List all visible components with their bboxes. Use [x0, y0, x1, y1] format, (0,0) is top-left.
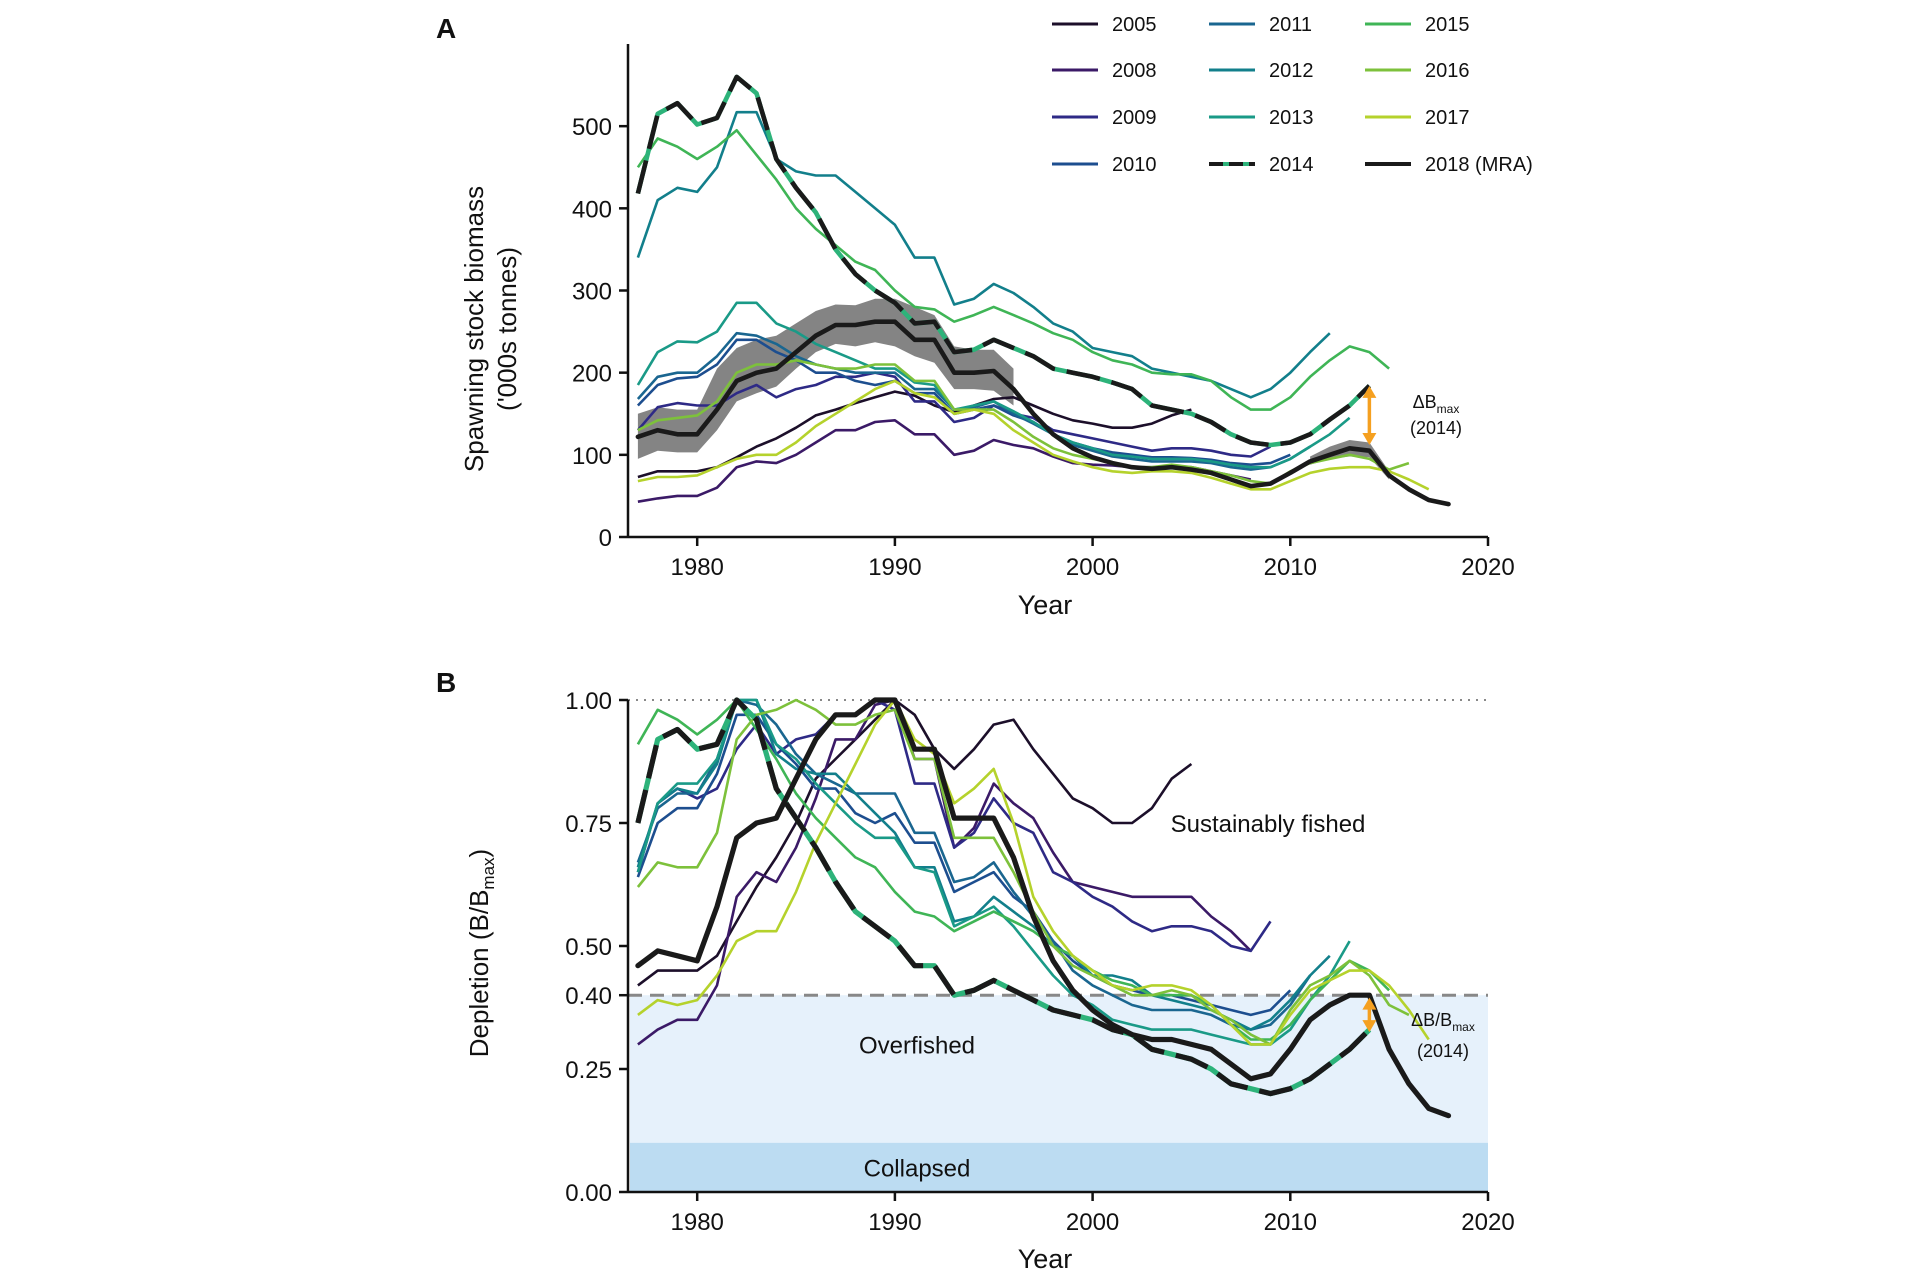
series-line-2015: [636, 129, 1390, 411]
y-tick-label: 0.75: [565, 811, 612, 838]
series-line-2017: [637, 698, 1430, 1046]
series-line-2014: [635, 74, 1372, 448]
y-tick-label: 0: [599, 525, 612, 552]
legend-item-2011: 2011: [1209, 14, 1312, 36]
x-tick-label: 1980: [671, 554, 724, 581]
legend-item-2014: 2014: [1209, 154, 1314, 176]
y-axis-label-line1: Spawning stock biomass: [459, 186, 489, 472]
legend-label: 2017: [1425, 107, 1470, 129]
legend-item-2009: 2009: [1052, 107, 1157, 129]
legend-label: 2016: [1425, 60, 1470, 82]
series-line-2013: [636, 301, 1351, 469]
legend-item-2015: 2015: [1365, 14, 1470, 36]
delta-b-year: (2014): [1410, 418, 1462, 438]
y-axis-label: Depletion (B/Bmax): [464, 849, 498, 1057]
delta-annotation: ΔB/Bmax (2014): [1362, 997, 1475, 1061]
delta-bb-year: (2014): [1417, 1041, 1469, 1061]
legend-item-2008: 2008: [1052, 60, 1157, 82]
axes: 1980 1990 2000 2010 2020 0.00 0.25 0.40 0.50 0.75…: [565, 688, 1514, 1236]
x-tick-label: 1990: [868, 1209, 921, 1236]
legend-label: 2018 (MRA): [1425, 154, 1533, 176]
collapsed-label: Collapsed: [864, 1155, 971, 1182]
series-lines: [635, 74, 1451, 507]
delta-bb-label: ΔB/Bmax: [1411, 1010, 1475, 1034]
legend-label: 2012: [1269, 60, 1314, 82]
y-tick-label: 0.50: [565, 934, 612, 961]
series-line-2012: [636, 698, 1331, 1031]
collapsed-region: [630, 1142, 1488, 1192]
overfished-region: [630, 995, 1488, 1143]
axes: 1980 1990 2000 2010 2020 0 100 200 300 400 500: [572, 44, 1515, 581]
x-tick-label: 1990: [868, 554, 921, 581]
delta-annotation: ΔBmax(2014): [1362, 385, 1462, 445]
series-line-2011: [636, 331, 1311, 471]
x-tick-label: 1980: [671, 1209, 724, 1236]
legend: 2005 2008 2009 2010 2011 2012 2013 2014 2015 2016…: [1052, 14, 1533, 176]
x-tick-label: 2000: [1066, 554, 1119, 581]
legend-item-2017: 2017: [1365, 107, 1470, 129]
y-tick-label: 100: [572, 443, 612, 470]
delta-b-label: ΔBmax: [1413, 392, 1460, 416]
legend-item-2010: 2010: [1052, 154, 1157, 176]
legend-label: 2013: [1269, 107, 1314, 129]
legend-label: 2010: [1112, 154, 1157, 176]
y-tick-label: 500: [572, 114, 612, 141]
delta-bb-arrow-head-top: [1362, 997, 1377, 1010]
x-axis-label: Year: [1018, 1244, 1073, 1274]
y-axis-label-line2: ('000s tonnes): [492, 247, 522, 411]
series-line-2005: [637, 698, 1193, 987]
overfished-label: Overfished: [859, 1032, 975, 1059]
y-tick-label: 0.00: [565, 1180, 612, 1207]
series-line-2013: [636, 698, 1351, 1046]
series-line-2017: [637, 379, 1430, 491]
panel-a: A 1980 1990 2000 2010 2020 0 100 200 300 400 500 Δ…: [436, 13, 1533, 620]
legend-label: 2005: [1112, 14, 1157, 36]
panel-a-letter: A: [436, 13, 456, 44]
series-line-2014: [635, 697, 1372, 1097]
x-tick-label: 2020: [1461, 1209, 1514, 1236]
y-tick-label: 0.25: [565, 1057, 612, 1084]
panel-b-letter: B: [436, 667, 456, 698]
legend-item-2012: 2012: [1209, 60, 1314, 82]
x-tick-label: 2020: [1461, 554, 1514, 581]
x-axis-label: Year: [1018, 590, 1073, 620]
series-line-2009: [636, 698, 1272, 953]
y-tick-label: 1.00: [565, 688, 612, 715]
series-line-2018-mra: [635, 697, 1452, 1119]
legend-item-2016: 2016: [1365, 60, 1470, 82]
legend-item-2018-mra: 2018 (MRA): [1365, 154, 1533, 176]
series-lines: [635, 697, 1452, 1119]
legend-label: 2015: [1425, 14, 1470, 36]
y-tick-label: 0.40: [565, 983, 612, 1010]
x-tick-label: 2000: [1066, 1209, 1119, 1236]
legend-label: 2011: [1269, 14, 1312, 36]
y-tick-label: 300: [572, 279, 612, 306]
delta-bb-arrow-head-bottom: [1362, 1020, 1377, 1033]
y-tick-label: 200: [572, 361, 612, 388]
x-tick-label: 2010: [1264, 554, 1317, 581]
x-tick-label: 2010: [1264, 1209, 1317, 1236]
sustainably-fished-label: Sustainably fished: [1171, 811, 1366, 838]
legend-item-2005: 2005: [1052, 14, 1157, 36]
status-regions: Collapsed Overfished Sustainably fished: [630, 811, 1488, 1192]
series-line-2011: [636, 698, 1312, 1031]
delta-b-arrow-head-top: [1362, 385, 1377, 398]
series-line-2018-mra: [635, 319, 1451, 507]
y-tick-label: 400: [572, 196, 612, 223]
series-line-2009: [636, 371, 1272, 458]
legend-label: 2008: [1112, 60, 1157, 82]
legend-label: 2009: [1112, 107, 1157, 129]
legend-label: 2014: [1269, 154, 1314, 176]
legend-item-2013: 2013: [1209, 107, 1314, 129]
delta-b-arrow-head-bottom: [1362, 432, 1377, 445]
